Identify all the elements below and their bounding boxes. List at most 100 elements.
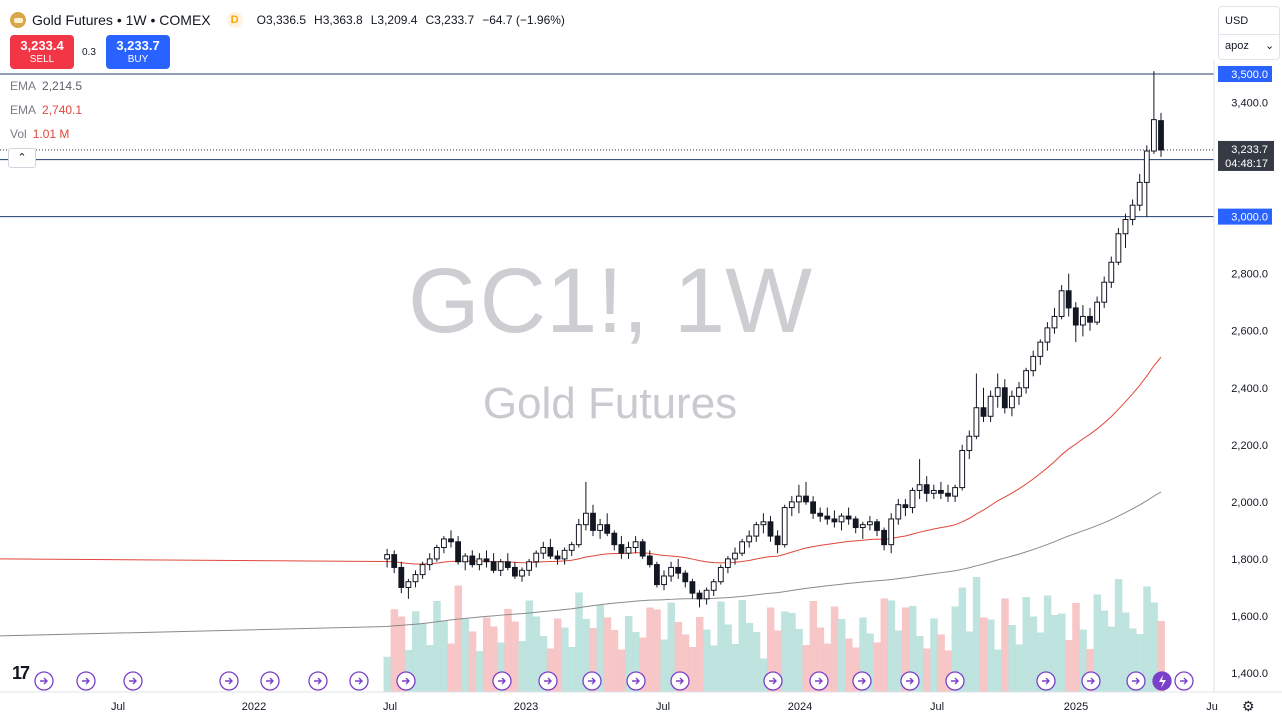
candle-body[interactable]: [1087, 315, 1093, 323]
candle-body[interactable]: [540, 546, 547, 554]
candle-body[interactable]: [490, 561, 497, 571]
data-source-badge[interactable]: D: [226, 12, 243, 28]
candle-body[interactable]: [1001, 387, 1008, 409]
candle-body[interactable]: [1030, 355, 1037, 372]
candle-body[interactable]: [618, 544, 625, 554]
candle-body[interactable]: [441, 538, 447, 548]
buy-button[interactable]: 3,233.7 BUY: [106, 35, 170, 69]
candle-body[interactable]: [426, 558, 433, 566]
candle-body[interactable]: [831, 518, 838, 523]
candle-body[interactable]: [419, 564, 426, 576]
indicator-ema-fast[interactable]: EMA 2,740.1: [10, 103, 82, 117]
candle-body[interactable]: [597, 524, 604, 531]
candle-body[interactable]: [1143, 150, 1150, 183]
candle-body[interactable]: [881, 529, 888, 546]
candle-body[interactable]: [859, 524, 866, 529]
candle-body[interactable]: [568, 544, 575, 551]
candle-body[interactable]: [703, 589, 710, 600]
candle-body[interactable]: [625, 546, 632, 554]
candles[interactable]: [384, 71, 1164, 608]
candle-body[interactable]: [1115, 233, 1122, 263]
candle-body[interactable]: [646, 555, 653, 566]
candle-body[interactable]: [767, 521, 774, 537]
candle-body[interactable]: [902, 504, 909, 509]
candle-body[interactable]: [725, 558, 731, 568]
candle-body[interactable]: [923, 484, 930, 494]
candle-body[interactable]: [405, 581, 412, 588]
candle-body[interactable]: [930, 489, 937, 494]
candle-body[interactable]: [845, 515, 852, 520]
candle-body[interactable]: [1072, 307, 1079, 326]
candle-body[interactable]: [1051, 315, 1058, 329]
candle-body[interactable]: [746, 535, 753, 543]
candle-body[interactable]: [583, 512, 589, 526]
candle-body[interactable]: [838, 515, 845, 523]
candle-body[interactable]: [852, 518, 859, 529]
price-scale-panel[interactable]: USD apoz ⌄: [1218, 6, 1280, 60]
candle-body[interactable]: [1122, 218, 1129, 235]
candle-body[interactable]: [810, 501, 817, 514]
tradingview-logo[interactable]: 17: [12, 663, 30, 683]
gear-icon[interactable]: ⚙: [1242, 698, 1255, 714]
candle-body[interactable]: [945, 492, 951, 497]
indicator-ema-slow[interactable]: EMA 2,214.5: [10, 79, 82, 93]
price-axis[interactable]: 1,400.0 1,600.0 1,800.0 2,000.0 2,200.0 2,400…: [1213, 60, 1274, 692]
candle-body[interactable]: [547, 546, 554, 557]
candle-body[interactable]: [433, 546, 440, 560]
candle-body[interactable]: [533, 552, 540, 563]
candle-body[interactable]: [994, 387, 1001, 397]
candle-body[interactable]: [668, 566, 675, 577]
candle-body[interactable]: [1094, 301, 1100, 323]
candle-body[interactable]: [611, 532, 618, 546]
candle-body[interactable]: [874, 521, 880, 531]
price-level-badge[interactable]: [1218, 208, 1272, 225]
candle-body[interactable]: [476, 558, 483, 566]
candle-body[interactable]: [895, 504, 902, 520]
candle-body[interactable]: [1108, 261, 1115, 283]
candle-body[interactable]: [412, 574, 419, 583]
sell-button[interactable]: 3,233.4 SELL: [10, 35, 74, 69]
candle-body[interactable]: [504, 561, 511, 568]
candle-body[interactable]: [966, 435, 973, 452]
price-level-badge[interactable]: [1218, 66, 1272, 82]
candle-body[interactable]: [959, 450, 966, 489]
candle-body[interactable]: [1151, 119, 1157, 152]
candle-body[interactable]: [1009, 395, 1015, 409]
candle-body[interactable]: [1158, 120, 1164, 151]
candle-body[interactable]: [1101, 281, 1108, 303]
candle-body[interactable]: [1065, 290, 1072, 309]
candle-body[interactable]: [497, 561, 504, 571]
candle-body[interactable]: [952, 487, 959, 497]
candle-body[interactable]: [526, 561, 533, 571]
candle-body[interactable]: [732, 552, 738, 560]
candle-body[interactable]: [781, 507, 788, 546]
candle-body[interactable]: [973, 407, 980, 437]
candle-body[interactable]: [384, 554, 391, 560]
candle-body[interactable]: [788, 501, 795, 509]
candle-body[interactable]: [1080, 315, 1086, 326]
scale-mode-selector[interactable]: apoz: [1225, 40, 1249, 52]
candle-body[interactable]: [483, 558, 490, 563]
candle-body[interactable]: [753, 524, 760, 537]
candle-body[interactable]: [604, 524, 611, 534]
candle-body[interactable]: [391, 554, 398, 568]
candle-body[interactable]: [1044, 327, 1051, 343]
candle-body[interactable]: [561, 549, 568, 560]
candle-body[interactable]: [462, 555, 469, 563]
candle-body[interactable]: [938, 489, 944, 494]
candle-body[interactable]: [448, 538, 454, 543]
candle-body[interactable]: [689, 581, 696, 594]
candle-body[interactable]: [1136, 181, 1143, 206]
candle-body[interactable]: [916, 484, 923, 491]
collapse-legend-button[interactable]: ⌃: [8, 148, 36, 168]
candle-body[interactable]: [1023, 370, 1030, 389]
candle-body[interactable]: [682, 572, 689, 583]
candle-body[interactable]: [803, 495, 809, 503]
candle-body[interactable]: [717, 566, 724, 583]
candle-body[interactable]: [888, 518, 895, 546]
candle-body[interactable]: [398, 566, 405, 588]
candle-body[interactable]: [519, 569, 525, 577]
candle-body[interactable]: [455, 541, 462, 563]
candle-body[interactable]: [675, 566, 682, 574]
candle-body[interactable]: [909, 489, 916, 509]
